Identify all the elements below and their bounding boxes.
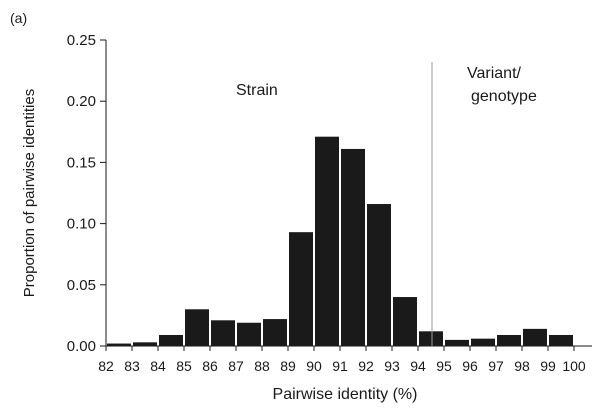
bar-92 [341,148,365,346]
x-tick-label: 98 [514,358,530,374]
x-tick-label: 91 [332,358,348,374]
x-tick-label: 87 [228,358,244,374]
x-tick-group: 82 83 84 85 86 87 88 89 90 91 92 93 94 95 96 97 98 99 100 [98,346,586,374]
x-tick-label: 99 [540,358,556,374]
bar-99 [523,328,547,346]
bar-95 [419,331,443,346]
x-tick-label: 85 [176,358,192,374]
y-axis-label: Proportion of pairwise identities [21,89,38,297]
panel-label: (a) [10,10,27,26]
x-axis-label: Pairwise identity (%) [273,386,418,403]
x-tick-label: 92 [358,358,374,374]
x-tick-label: 95 [436,358,452,374]
bar-94 [393,297,417,346]
x-tick-label: 97 [488,358,504,374]
x-tick-label: 86 [202,358,218,374]
x-tick-label: 94 [410,358,426,374]
bar-group [107,136,573,346]
x-tick-label: 100 [562,358,586,374]
bar-84 [133,342,157,346]
y-tick-label: 0.25 [67,32,96,49]
x-tick-label: 82 [98,358,114,374]
y-tick-label: 0.15 [67,154,96,171]
y-tick-label: 0.00 [67,338,96,355]
bar-100 [549,334,573,346]
x-tick-label: 96 [462,358,478,374]
bar-86 [185,309,209,346]
x-tick-label: 88 [254,358,270,374]
x-tick-label: 83 [124,358,140,374]
bar-97 [471,338,495,346]
x-tick-label: 84 [150,358,166,374]
bar-85 [159,334,183,346]
bar-96 [445,339,469,346]
y-tick-label: 0.10 [67,216,96,233]
x-tick-label: 90 [306,358,322,374]
y-tick-group: 0.00 0.05 0.10 0.15 0.20 0.25 [67,32,106,355]
x-tick-label: 93 [384,358,400,374]
bar-83 [107,343,131,346]
annotation-variant-line1: Variant/ [467,65,522,82]
annotation-strain: Strain [236,82,278,99]
bar-87 [211,320,235,346]
bar-93 [367,204,391,346]
annotation-variant-line2: genotype [471,88,537,105]
bar-91 [315,136,339,346]
bar-89 [263,319,287,346]
y-tick-label: 0.05 [67,277,96,294]
bar-98 [497,334,521,346]
x-tick-label: 89 [280,358,296,374]
bar-90 [289,232,313,346]
bar-88 [237,322,261,346]
y-tick-label: 0.20 [67,93,96,110]
